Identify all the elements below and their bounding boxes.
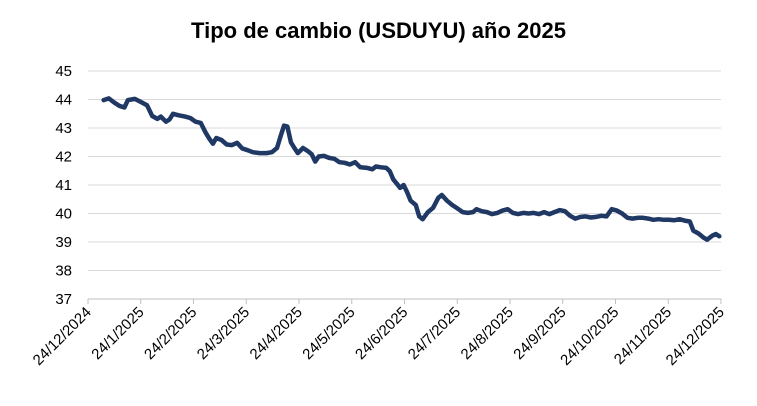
x-axis: [87, 298, 722, 304]
y-tick-label: 39: [55, 234, 72, 251]
x-tick-label: 24/8/2025: [458, 304, 517, 363]
y-tick-label: 44: [55, 92, 72, 109]
y-axis-tick-labels: 37 38 39 40 41 42 43 44 45: [55, 63, 72, 308]
y-tick-label: 45: [55, 63, 72, 80]
y-tick-label: 41: [55, 177, 72, 194]
x-axis-tick-labels: 24/12/202424/1/202524/2/202524/3/202524/…: [30, 304, 728, 369]
x-tick-label: 24/4/2025: [247, 304, 306, 363]
y-tick-label: 37: [55, 291, 72, 308]
x-tick-label: 24/3/2025: [194, 304, 253, 363]
gridlines: [88, 70, 721, 271]
y-tick-label: 38: [55, 263, 72, 280]
x-tick-label: 24/5/2025: [299, 304, 358, 363]
series-line: [101, 96, 722, 242]
x-tick-label: 24/12/2024: [30, 304, 95, 369]
chart-title: Tipo de cambio (USDUYU) año 2025: [191, 18, 566, 43]
x-tick-label: 24/7/2025: [405, 304, 464, 363]
y-tick-label: 40: [55, 206, 72, 223]
x-tick-label: 24/6/2025: [352, 304, 411, 363]
y-tick-label: 42: [55, 149, 72, 166]
y-tick-label: 43: [55, 120, 72, 137]
x-tick-label: 24/1/2025: [88, 304, 147, 363]
x-tick-label: 24/2/2025: [141, 304, 200, 363]
